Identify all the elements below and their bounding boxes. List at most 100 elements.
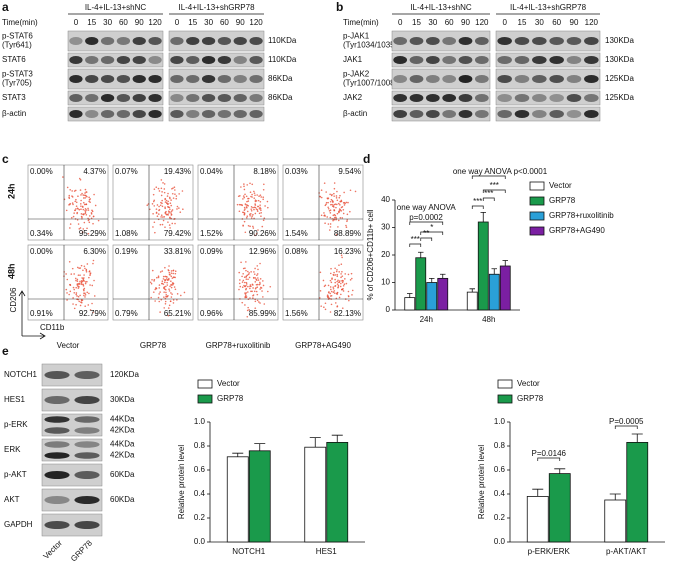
event-dot: [351, 294, 353, 296]
event-dot: [242, 279, 245, 282]
event-dot: [238, 288, 240, 291]
event-dot: [91, 302, 93, 305]
event-dot: [254, 212, 257, 215]
event-dot: [336, 212, 339, 215]
event-dot: [85, 213, 88, 216]
event-dot: [239, 194, 241, 197]
event-dot: [163, 307, 166, 309]
quadrant-percent: 0.96%: [200, 309, 223, 318]
y-tick-label: 0.6: [194, 465, 206, 474]
blot-row-label: p-JAK1: [343, 32, 370, 41]
event-dot: [79, 274, 81, 276]
event-dot: [259, 286, 262, 289]
event-dot: [246, 210, 249, 213]
event-dot: [246, 315, 249, 318]
event-dot: [176, 293, 179, 295]
blot-band: [474, 56, 489, 64]
blot-band: [100, 56, 115, 64]
event-dot: [261, 290, 263, 292]
event-dot: [157, 296, 160, 299]
event-dot: [76, 295, 78, 297]
blot-row-label: NOTCH1: [4, 370, 37, 379]
event-dot: [173, 276, 175, 278]
significance-label: **: [423, 229, 429, 238]
event-dot: [333, 209, 335, 211]
event-dot: [71, 267, 74, 270]
bar: [248, 450, 271, 543]
blot-row-label: p-STAT6: [2, 32, 33, 41]
event-dot: [262, 188, 265, 191]
legend-label: Vector: [517, 379, 540, 388]
event-dot: [169, 227, 171, 229]
event-dot: [253, 271, 255, 273]
flow-plot: [282, 244, 364, 321]
event-dot: [252, 206, 254, 209]
event-dot: [80, 208, 82, 210]
blot-band: [532, 56, 547, 64]
y-axis-label: % of CD206+CD11b+ cell: [366, 209, 375, 300]
blot-row-label: HES1: [4, 395, 25, 404]
event-dot: [154, 231, 156, 234]
event-dot: [331, 203, 333, 206]
kda-label: 44KDa: [110, 440, 135, 449]
blot-band: [116, 56, 131, 64]
blot-band: [249, 94, 263, 102]
blot-band: [409, 75, 424, 83]
event-dot: [244, 231, 247, 234]
event-dot: [73, 212, 75, 214]
event-dot: [77, 287, 80, 289]
event-dot: [83, 287, 86, 290]
event-dot: [178, 207, 180, 209]
quadrant-percent: 79.42%: [164, 229, 191, 238]
event-dot: [166, 202, 168, 205]
kda-label: 130KDa: [605, 36, 634, 45]
error-bar: [407, 293, 413, 298]
event-dot: [169, 197, 171, 200]
significance-bracket: [471, 205, 484, 209]
bar: [626, 441, 649, 543]
event-dot: [350, 272, 353, 275]
event-dot: [269, 285, 272, 288]
event-dot: [336, 283, 339, 285]
event-dot: [257, 279, 260, 281]
event-dot: [88, 276, 90, 279]
event-dot: [329, 286, 332, 288]
blot-strip: [495, 30, 601, 52]
event-dot: [351, 277, 353, 280]
event-dot: [79, 304, 82, 307]
event-dot: [168, 304, 171, 307]
event-dot: [345, 226, 348, 229]
event-dot: [175, 195, 178, 197]
event-dot: [342, 208, 345, 211]
event-dot: [83, 280, 85, 282]
error-bar: [480, 211, 486, 222]
blot-row-label: (Tyr1034/1035): [343, 41, 398, 50]
blot-band: [409, 94, 424, 102]
time-tick: 0: [175, 18, 180, 27]
event-dot: [151, 279, 153, 281]
event-dot: [97, 219, 100, 222]
event-dot: [325, 201, 328, 204]
event-dot: [88, 270, 91, 273]
event-dot: [336, 273, 339, 276]
event-dot: [246, 206, 248, 209]
error-bar: [554, 468, 566, 474]
event-dot: [87, 232, 90, 235]
event-dot: [337, 219, 340, 222]
event-dot: [171, 283, 174, 286]
blot-band: [532, 37, 547, 45]
bar: [477, 221, 489, 311]
event-dot: [338, 196, 341, 199]
quadrant-percent: 0.34%: [30, 229, 53, 238]
flow-plot: [197, 164, 279, 241]
event-dot: [333, 271, 335, 274]
event-dot: [241, 204, 243, 206]
event-dot: [247, 224, 250, 227]
event-dot: [162, 275, 165, 278]
event-dot: [335, 197, 338, 199]
event-dot: [329, 292, 332, 295]
event-dot: [78, 267, 80, 270]
event-dot: [251, 193, 253, 196]
event-dot: [337, 284, 340, 287]
event-dot: [89, 273, 92, 275]
